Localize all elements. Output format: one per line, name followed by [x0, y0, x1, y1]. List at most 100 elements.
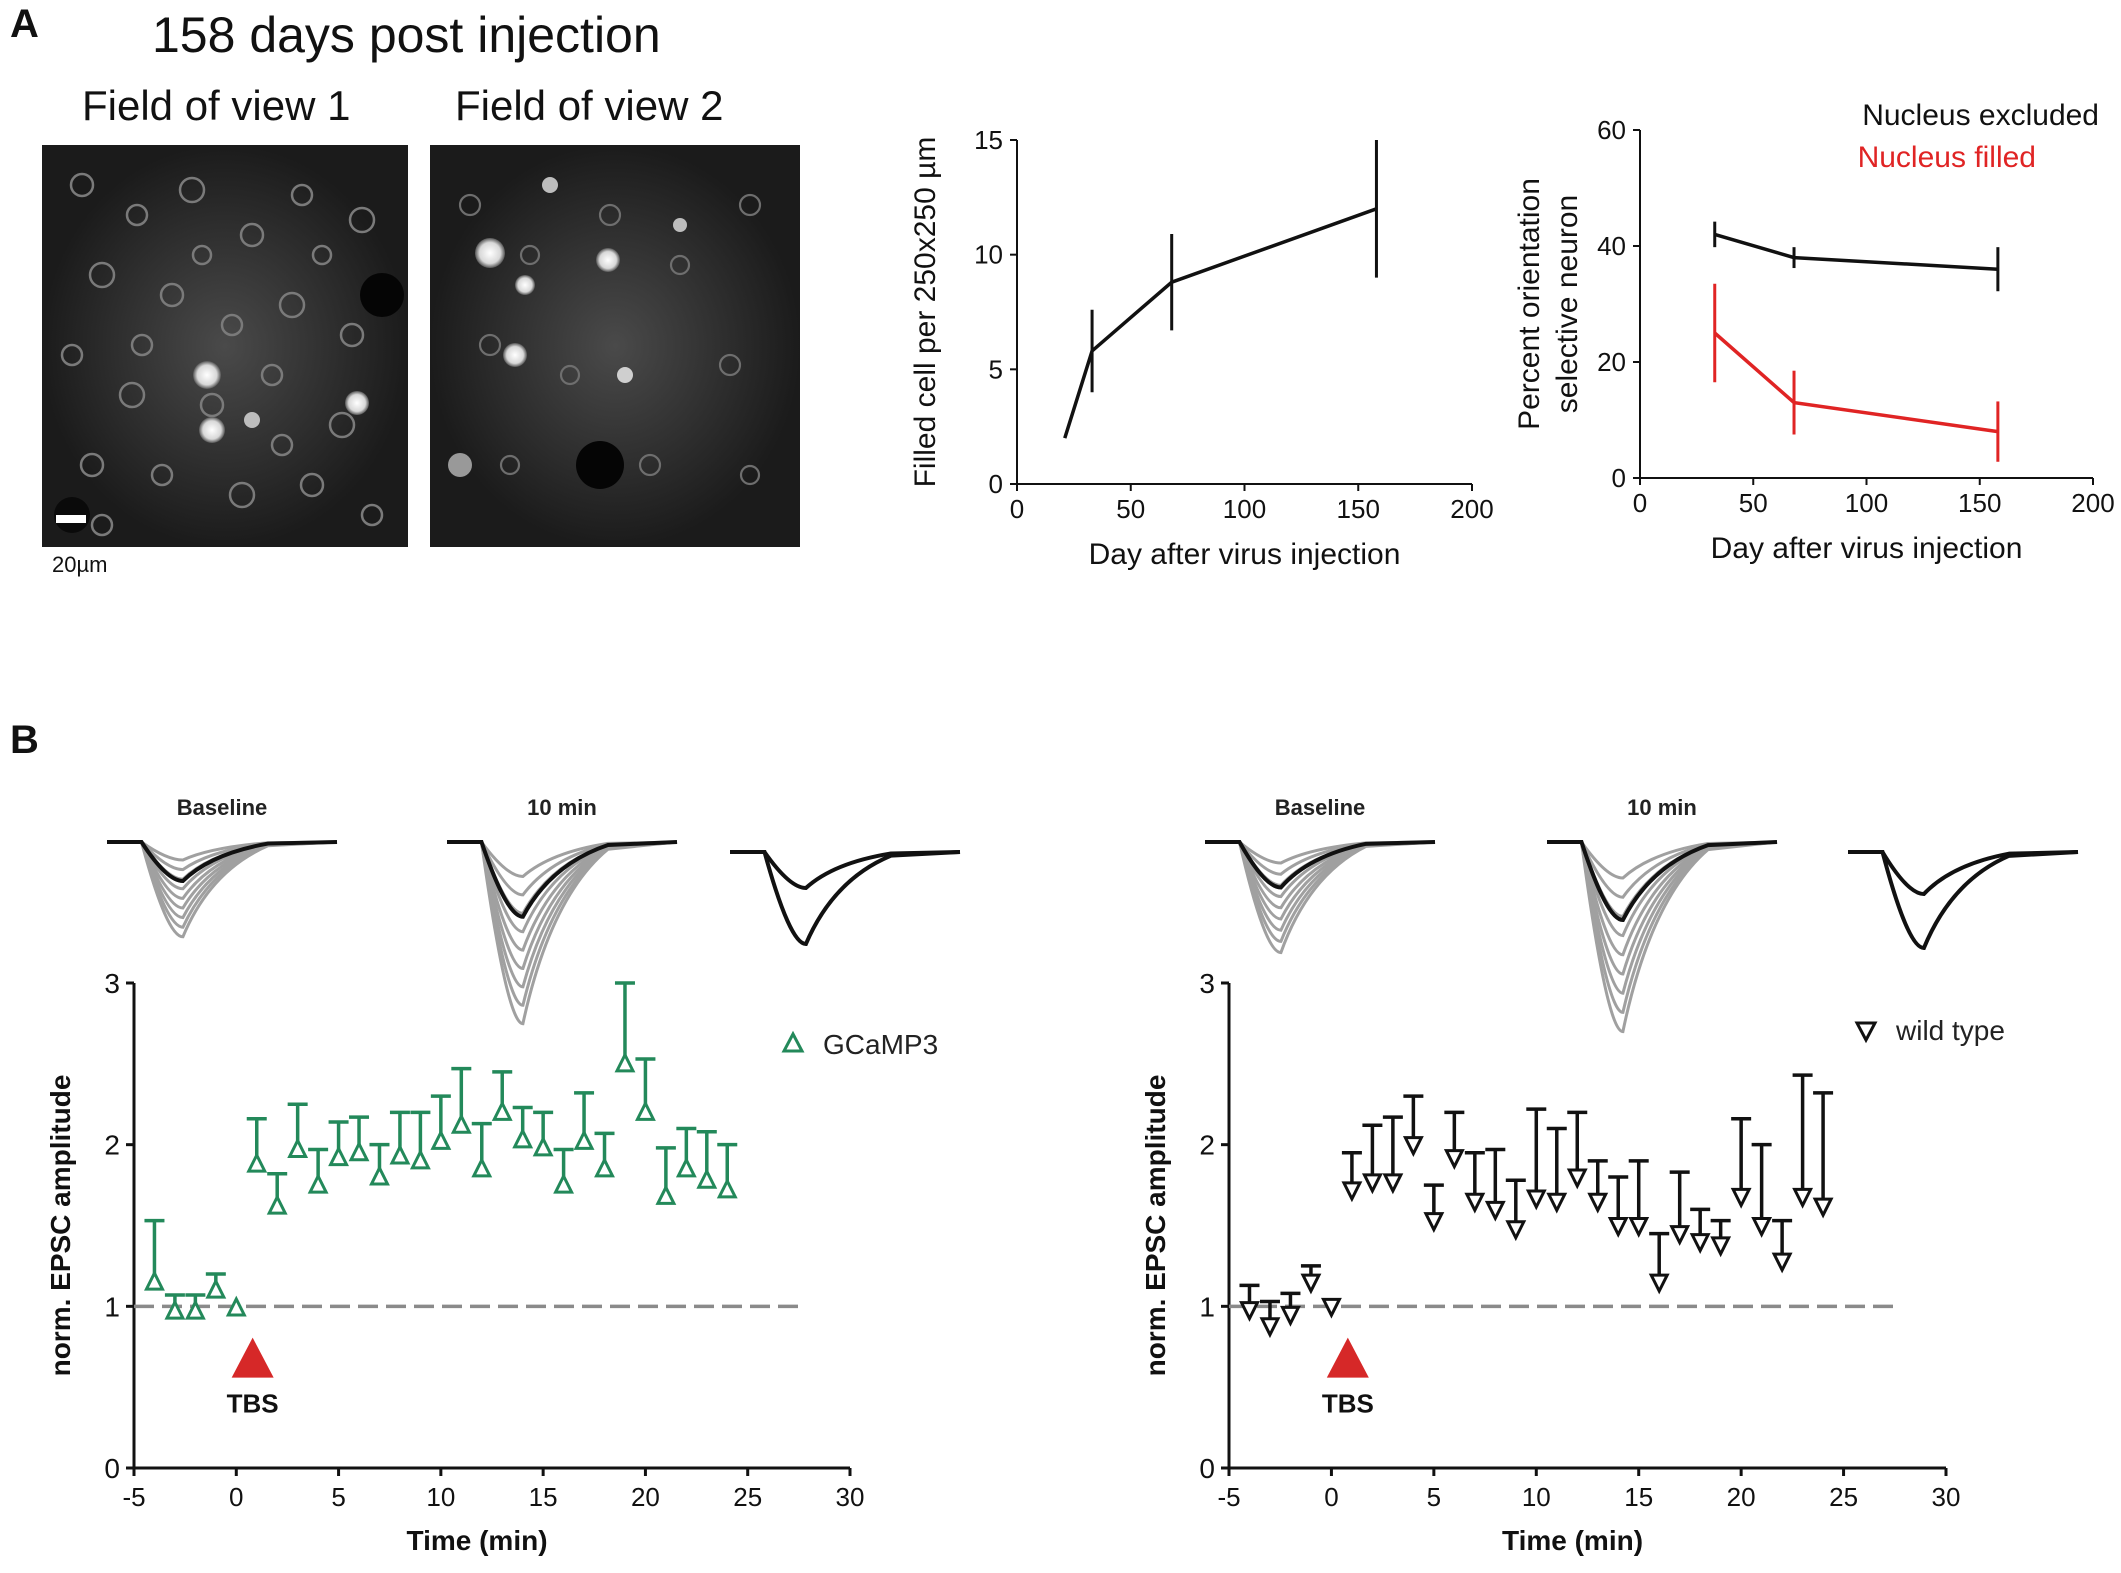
data-point: [512, 1127, 534, 1149]
trace-grey: [447, 840, 678, 1026]
data-point: [246, 1151, 268, 1173]
x-tick-label: -5: [122, 1482, 145, 1512]
y-axis-label: norm. EPSC amplitude: [1140, 1075, 1171, 1377]
data-point: [1546, 1192, 1568, 1214]
tbs-marker: [1326, 1337, 1369, 1378]
data-point: [635, 1099, 656, 1121]
x-tick-label: 25: [733, 1482, 762, 1512]
x-tick-label: 30: [1932, 1482, 1961, 1512]
trace-grey: [1547, 840, 1778, 899]
y-tick-label: 2: [104, 1130, 120, 1161]
x-tick-label: 5: [1427, 1482, 1441, 1512]
y-tick-label: 40: [1597, 231, 1626, 261]
x-tick-label: 150: [1958, 488, 2001, 518]
y-tick-label: 2: [1199, 1130, 1215, 1161]
panel-label-b: B: [10, 718, 39, 762]
data-point: [409, 1148, 431, 1170]
trace-mean: [107, 840, 338, 884]
data-point: [450, 1112, 472, 1134]
microscopy-image-fov2: [430, 145, 800, 547]
series-line: [1713, 331, 1999, 434]
trace-grey: [1205, 840, 1436, 955]
x-tick-label: 15: [529, 1482, 558, 1512]
trace-grey: [1205, 840, 1436, 865]
data-point: [675, 1156, 697, 1178]
scalebar-label: 20µm: [52, 552, 108, 577]
data-point: [266, 1193, 288, 1215]
data-point: [1341, 1181, 1363, 1203]
trace-grey: [447, 840, 678, 934]
x-tick-label: 20: [631, 1482, 660, 1512]
trace-label: 10 min: [527, 795, 597, 820]
trace-mean: [1547, 840, 1778, 923]
data-point: [1423, 1212, 1445, 1234]
trace-grey: [1547, 840, 1778, 995]
x-tick-label: 150: [1337, 494, 1380, 524]
data-point: [1730, 1187, 1752, 1209]
trace-grey: [447, 840, 678, 989]
y-axis-label: Filled cell per 250x250 µm: [909, 137, 942, 488]
x-tick-label: 50: [1739, 488, 1768, 518]
y-tick-label: 0: [1612, 463, 1626, 493]
data-point: [614, 1051, 636, 1073]
y-axis-label: selective neuron: [1551, 195, 1584, 413]
data-point: [1280, 1305, 1301, 1327]
panel-label-a: A: [10, 2, 39, 46]
x-tick-label: 200: [1450, 494, 1493, 524]
data-point: [1628, 1217, 1650, 1238]
data-point: [1443, 1149, 1465, 1170]
trace-label: Baseline: [177, 795, 268, 820]
data-point: [1402, 1136, 1424, 1158]
tbs-label: TBS: [1322, 1389, 1374, 1419]
x-tick-label: 10: [426, 1482, 455, 1512]
trace-grey: [447, 840, 678, 971]
data-point: [655, 1184, 677, 1205]
data-point: [184, 1298, 206, 1320]
data-point: [1525, 1189, 1547, 1211]
series-line: [1063, 207, 1378, 439]
data-point: [144, 1269, 165, 1291]
y-tick-label: 1: [1199, 1291, 1215, 1322]
trace-grey: [447, 840, 678, 879]
data-point: [205, 1277, 227, 1299]
data-point: [369, 1164, 390, 1186]
data-point: [594, 1156, 615, 1178]
legend-label: wild type: [1895, 1015, 2005, 1046]
data-point: [1812, 1197, 1834, 1219]
legend-label: GCaMP3: [823, 1029, 938, 1060]
y-tick-label: 60: [1597, 115, 1626, 145]
trace-grey: [1547, 840, 1778, 1034]
x-axis-label: Day after virus injection: [1089, 538, 1401, 571]
data-point: [491, 1099, 513, 1121]
data-point: [1669, 1225, 1691, 1246]
data-point: [164, 1298, 186, 1320]
legend-entry: Nucleus excluded: [1862, 99, 2099, 132]
y-tick-label: 1: [104, 1291, 120, 1322]
data-point: [1382, 1173, 1404, 1195]
trace-mean: [1205, 840, 1436, 890]
fov2-label: Field of view 2: [455, 82, 724, 129]
x-tick-label: 0: [1010, 494, 1024, 524]
data-point: [1751, 1217, 1773, 1238]
x-tick-label: 0: [1324, 1482, 1338, 1512]
chart-orientation-selective: 0 50 100 150 200 0 20 40 60 Day after virus injec…: [1513, 99, 2115, 565]
y-tick-label: 5: [989, 354, 1003, 384]
trace-grey: [1547, 840, 1778, 957]
legend-marker: [781, 1030, 805, 1053]
data-point: [1566, 1168, 1588, 1190]
data-point: [1361, 1173, 1383, 1195]
microscopy-render-fov2: [430, 145, 800, 547]
x-axis-label: Time (min): [406, 1525, 547, 1556]
data-point: [471, 1156, 493, 1178]
x-axis-label: Time (min): [1502, 1525, 1643, 1556]
data-point: [1464, 1192, 1486, 1214]
x-tick-label: 50: [1116, 494, 1145, 524]
y-tick-label: 15: [974, 125, 1003, 155]
trace-grey: [1547, 840, 1778, 880]
x-tick-label: 100: [1845, 488, 1888, 518]
data-point: [430, 1129, 452, 1150]
microscopy-image-fov1: [42, 145, 408, 547]
panel-a-title: 158 days post injection: [152, 7, 661, 63]
x-tick-label: -5: [1217, 1482, 1240, 1512]
